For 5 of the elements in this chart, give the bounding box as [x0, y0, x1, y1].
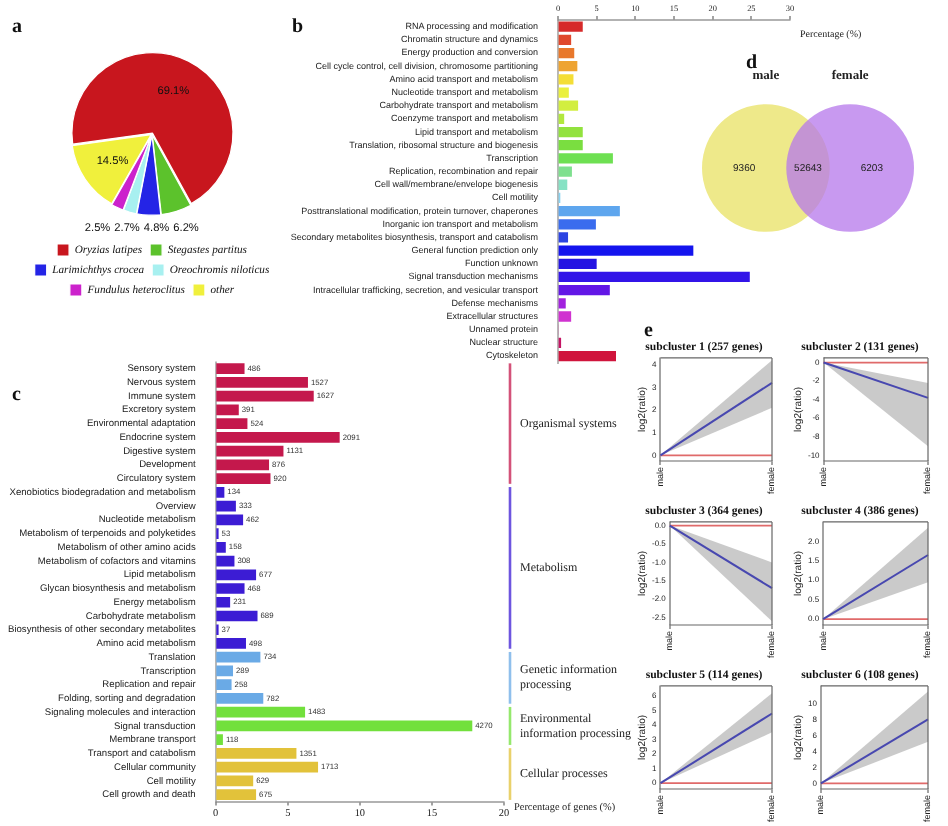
text: d: [746, 52, 758, 74]
chart-title: a: [12, 16, 22, 38]
annotation: e: [644, 320, 654, 342]
text: c: [12, 384, 22, 406]
text: b: [292, 16, 304, 38]
